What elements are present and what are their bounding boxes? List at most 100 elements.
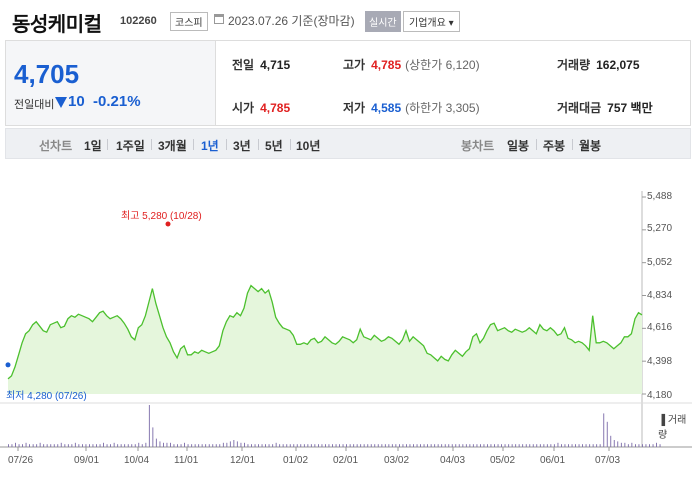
tab-divider: [290, 139, 291, 150]
price-line: [7, 284, 643, 380]
volume-bar: [575, 444, 576, 447]
volume-bar: [99, 444, 101, 447]
volume-bar: [578, 444, 580, 447]
volume-bar: [314, 444, 316, 447]
volume-bar: [92, 444, 94, 447]
volume-bar: [289, 444, 291, 447]
volume-bar: [472, 444, 474, 447]
volume-bar: [508, 444, 510, 447]
volume-legend-label: 거래량: [658, 415, 687, 441]
volume-bar: [191, 444, 193, 447]
tab-weekly[interactable]: 주봉: [543, 139, 566, 153]
volume-bar: [399, 444, 400, 447]
volume-bar: [494, 444, 495, 447]
volume-bar: [497, 444, 499, 447]
volume-bar: [18, 444, 20, 447]
x-tick: 06/01: [540, 455, 566, 466]
volume-bar: [208, 444, 210, 447]
volume-bar: [74, 442, 76, 447]
volume-bar: [416, 444, 418, 447]
volume-bar: [642, 444, 643, 447]
volume-bar: [511, 444, 513, 447]
volume-bar: [328, 444, 330, 447]
volume-bar: [180, 444, 182, 447]
stat-prev: 전일 4,715: [232, 56, 290, 73]
volume-bar: [113, 442, 115, 447]
tab-monthly[interactable]: 월봉: [579, 139, 602, 153]
volume-bar: [134, 444, 136, 447]
volume-bar: [617, 441, 619, 447]
volume-legend-icon: ▐: [658, 415, 666, 426]
tab-1d[interactable]: 1일: [84, 139, 102, 153]
volume-bar: [522, 444, 524, 447]
prev-value: 4,715: [260, 58, 291, 72]
volume-bar: [170, 442, 171, 447]
volume-bar: [163, 442, 164, 447]
tab-5y[interactable]: 5년: [265, 139, 283, 153]
volume-bar: [469, 444, 471, 447]
volume-bar: [244, 442, 245, 447]
company-info-dropdown[interactable]: 기업개요 ▾: [403, 11, 460, 32]
base-date: 2023.07.26 기준(장마감): [228, 14, 355, 28]
volume-bar: [96, 444, 97, 447]
realtime-button[interactable]: 실시간: [365, 11, 401, 32]
volume-bar: [205, 444, 207, 447]
stat-amount: 거래대금 757 백만: [557, 99, 653, 116]
volume-bar: [282, 444, 284, 447]
volume-bar: [437, 444, 439, 447]
volume-bar: [265, 444, 266, 447]
volume-bar: [226, 442, 228, 447]
volume-bar: [564, 444, 566, 447]
volume-bar: [8, 444, 9, 447]
x-tick: 04/03: [440, 455, 466, 466]
volume-bar: [483, 444, 485, 447]
tab-1y[interactable]: 1년: [201, 139, 219, 153]
volume-bar: [194, 444, 196, 447]
volume-bar: [240, 442, 242, 447]
market-badge: 코스피: [170, 12, 208, 31]
tab-3m[interactable]: 3개월: [158, 139, 187, 153]
volume-bar: [490, 444, 492, 447]
tab-divider: [151, 139, 152, 150]
volume-bar: [117, 444, 119, 447]
volume-bar: [395, 444, 397, 447]
change-label: 전일대비: [14, 99, 55, 111]
candle-chart-label: 봉차트: [461, 139, 495, 153]
volume-bar: [198, 444, 200, 447]
volume-bar: [430, 444, 432, 447]
volume-bar: [11, 444, 13, 447]
volume-bar: [29, 444, 30, 447]
volume-bar: [233, 440, 235, 447]
volume-bar: [152, 427, 154, 447]
volume-bar: [15, 442, 16, 447]
volume-bar: [332, 444, 333, 447]
volume-bar: [571, 444, 573, 447]
volume-bar: [553, 444, 555, 447]
volume-bar: [335, 444, 337, 447]
volume-bar: [451, 444, 453, 447]
volume-bar: [501, 444, 502, 447]
volume-bar: [268, 444, 270, 447]
tab-1w[interactable]: 1주일: [116, 139, 145, 153]
tab-3y[interactable]: 3년: [233, 139, 251, 153]
volume-bar: [201, 444, 203, 447]
tab-10y[interactable]: 10년: [296, 139, 321, 153]
volume-bar: [631, 442, 633, 447]
x-tick: 07/26: [8, 455, 34, 466]
volume-bar: [613, 440, 615, 447]
volume-bar: [638, 444, 640, 447]
volume-bar: [441, 444, 443, 447]
amount-label: 거래대금: [557, 101, 602, 115]
price-panel: 4,705 전일대비 10 -0.21%: [6, 41, 216, 125]
amount-value: 757 백만: [607, 101, 653, 115]
volume-legend: ▐ 거래량: [658, 411, 692, 441]
volume-bar: [22, 444, 23, 447]
volume-bar: [409, 444, 411, 447]
change-percent: -0.21%: [93, 93, 141, 110]
volume-bar: [78, 444, 80, 447]
chevron-down-icon: ▾: [448, 18, 454, 29]
volume-bar: [504, 444, 506, 447]
volume-bar: [462, 444, 464, 447]
tab-daily[interactable]: 일봉: [507, 139, 530, 153]
x-tick: 11/01: [174, 455, 199, 466]
